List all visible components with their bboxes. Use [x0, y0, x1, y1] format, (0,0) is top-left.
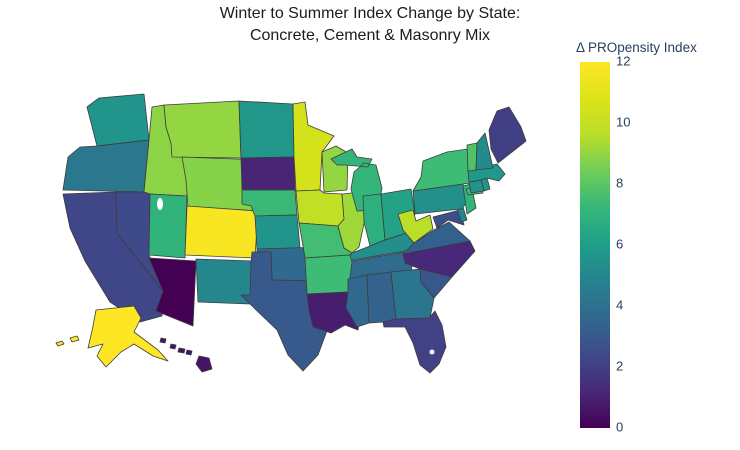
chart-title-line2: Concrete, Cement & Masonry Mix	[249, 27, 491, 44]
chart-title-line1: Winter to Summer Index Change by State:	[219, 5, 521, 22]
colorbar-tick-6: 6	[616, 236, 623, 251]
state-WV[interactable]	[397, 209, 434, 244]
state-IA[interactable]	[295, 189, 345, 227]
state-FL[interactable]	[382, 310, 447, 374]
state-MD[interactable]	[432, 209, 465, 229]
state-UT[interactable]	[148, 193, 188, 259]
state-ME[interactable]	[488, 106, 527, 164]
state-OR[interactable]	[62, 139, 150, 193]
colorbar-tick-8: 8	[616, 175, 623, 190]
state-SD[interactable]	[240, 156, 296, 191]
state-AZ[interactable]	[148, 257, 197, 327]
colorbar-tick-0: 0	[616, 419, 623, 434]
state-CO[interactable]	[184, 205, 259, 259]
colorbar-tick-10: 10	[616, 114, 630, 129]
state-MA[interactable]	[467, 163, 506, 183]
state-MT[interactable]	[163, 100, 242, 159]
colorbar-tick-12: 12	[616, 53, 630, 68]
colorbar: 12 10 8 6 4 2 0	[580, 53, 630, 434]
colorbar-title: Δ PROpensity Index	[576, 40, 697, 55]
state-VT[interactable]	[466, 142, 478, 172]
state-AR[interactable]	[304, 254, 353, 295]
state-NY[interactable]	[412, 148, 484, 196]
great-salt-lake	[157, 198, 163, 210]
state-NJ[interactable]	[462, 183, 477, 215]
colorbar-bar	[580, 62, 610, 428]
state-ND[interactable]	[238, 100, 295, 159]
colorbar-tick-4: 4	[616, 297, 623, 312]
state-KS[interactable]	[254, 214, 301, 250]
lake-okeechobee	[429, 349, 435, 355]
state-AK[interactable]	[55, 305, 169, 368]
colorbar-tick-2: 2	[616, 358, 623, 373]
state-VA[interactable]	[402, 221, 471, 255]
state-HI[interactable]	[159, 337, 213, 373]
lakes-layer	[157, 198, 435, 355]
chart-title: Winter to Summer Index Change by State: …	[0, 3, 740, 47]
states-layer	[55, 93, 527, 374]
state-NH[interactable]	[475, 132, 494, 171]
state-WA[interactable]	[86, 93, 150, 147]
